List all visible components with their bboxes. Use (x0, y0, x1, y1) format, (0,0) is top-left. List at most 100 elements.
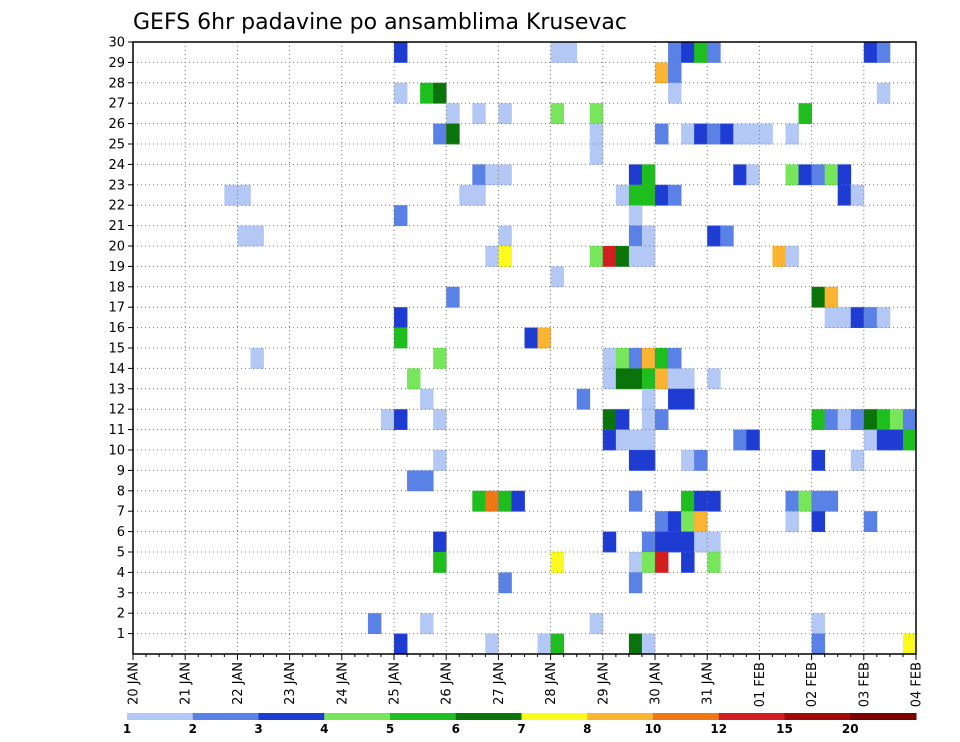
precip-cell (641, 225, 656, 247)
precip-cell (550, 552, 565, 573)
precip-cell (628, 633, 643, 655)
precip-cell (641, 184, 656, 206)
precip-cell (615, 409, 630, 430)
precip-cell (863, 511, 878, 532)
legend-label: 6 (452, 722, 460, 736)
precip-cell (733, 164, 747, 186)
y-tick-label: 12 (108, 403, 125, 418)
precip-cell (655, 531, 669, 553)
precip-cell (902, 409, 917, 430)
precip-cell (550, 266, 565, 288)
y-tick-label: 5 (117, 546, 125, 561)
precip-cell (394, 409, 408, 430)
precip-cell (811, 490, 826, 512)
precip-cell (641, 552, 656, 573)
precip-cell (798, 490, 812, 512)
precip-cell (407, 470, 421, 492)
precip-cell (537, 327, 551, 349)
precip-cell (472, 164, 486, 186)
precip-cell (602, 531, 617, 553)
precip-cell (628, 246, 643, 267)
precip-cell (641, 164, 656, 186)
precip-cell (589, 613, 604, 634)
precip-cell (798, 103, 812, 124)
precip-cell (380, 409, 395, 430)
precip-cell (876, 409, 891, 430)
y-tick-label: 27 (108, 97, 125, 112)
precip-cell (668, 388, 682, 410)
precip-cell (668, 42, 682, 63)
precip-cell (433, 409, 447, 430)
precip-cell (446, 123, 460, 145)
precip-cell (498, 225, 512, 247)
precip-cell (863, 307, 878, 328)
precip-cell (655, 348, 669, 369)
precip-cell (485, 246, 499, 267)
precip-cell (785, 490, 799, 512)
precip-cell (589, 246, 604, 267)
x-tick-label: 30 JAN (649, 662, 664, 705)
precip-cell (589, 144, 604, 165)
precip-cell (707, 531, 721, 553)
legend-swatch (784, 713, 851, 720)
precip-cell (824, 409, 839, 430)
precip-cell (824, 307, 839, 328)
x-tick-label: 24 JAN (335, 662, 350, 705)
precip-cell (237, 184, 251, 206)
legend-label: 20 (842, 722, 859, 736)
precip-cell (550, 103, 565, 124)
precip-cell (472, 184, 486, 206)
precip-cell (498, 246, 512, 267)
precip-cell (250, 225, 264, 247)
legend-label: 8 (583, 722, 591, 736)
precip-cell (655, 368, 669, 390)
precip-cell (641, 348, 656, 369)
precip-cell (589, 123, 604, 145)
legend-label: 1 (123, 722, 131, 736)
precip-cell (746, 429, 760, 451)
precip-cell (394, 327, 408, 349)
precip-cell (641, 388, 656, 410)
precip-cell (837, 184, 852, 206)
precip-cell (889, 429, 904, 451)
precip-cell (628, 348, 643, 369)
precip-cell (863, 409, 878, 430)
x-tick-label: 22 JAN (231, 662, 246, 705)
precip-cell (694, 450, 708, 471)
precip-cell (602, 409, 617, 430)
precip-cell (641, 409, 656, 430)
precip-cell (433, 123, 447, 145)
precip-cell (681, 490, 695, 512)
precip-cell (668, 368, 682, 390)
precip-cell (641, 429, 656, 451)
precip-cell (707, 123, 721, 145)
precip-cell (850, 450, 865, 471)
legend-swatch (127, 713, 194, 720)
x-tick-label: 03 FEB (857, 662, 872, 707)
y-tick-label: 26 (108, 117, 125, 132)
precip-cell (459, 184, 473, 206)
y-tick-label: 22 (108, 199, 125, 214)
precip-cell (798, 164, 812, 186)
x-tick-label: 21 JAN (179, 662, 194, 705)
x-axis: 20 JAN 21 JAN 22 JAN 23 JAN 24 JAN 25 JAN 26 J… (127, 654, 925, 707)
precip-cell (811, 511, 826, 532)
precip-cell (889, 409, 904, 430)
precip-cell (446, 286, 460, 308)
precip-cell (668, 62, 682, 84)
precip-cell (394, 205, 408, 226)
precip-cell (237, 225, 251, 247)
precip-cell (394, 42, 408, 63)
precip-cell (655, 409, 669, 430)
precip-cell (589, 103, 604, 124)
legend-swatch (258, 713, 325, 720)
precip-cell (602, 368, 617, 390)
precip-cell (641, 450, 656, 471)
precip-cell (902, 429, 917, 451)
precip-cell (681, 388, 695, 410)
precip-cell (850, 184, 865, 206)
precip-cell (707, 42, 721, 63)
precip-cell (668, 82, 682, 104)
precip-cell (785, 123, 799, 145)
